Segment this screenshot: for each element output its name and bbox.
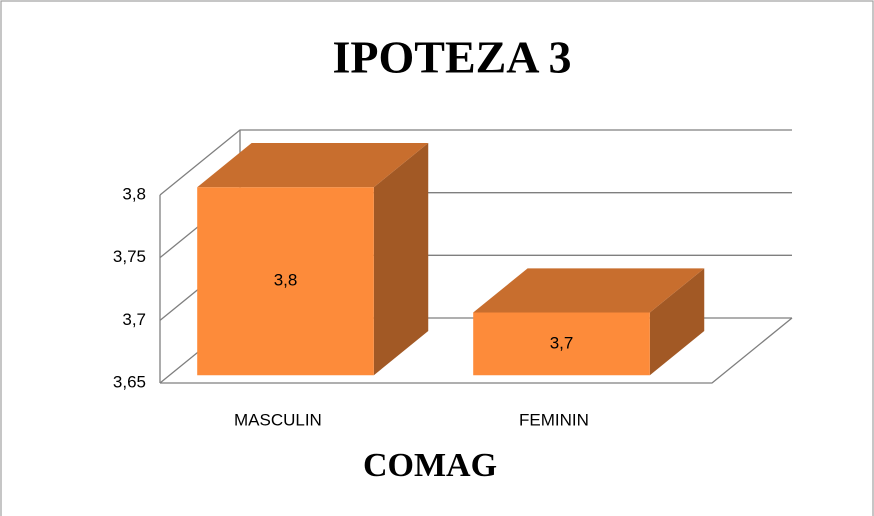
y-tick-label: 3,8 bbox=[122, 184, 146, 203]
y-tick-label: 3,65 bbox=[113, 372, 146, 391]
bar bbox=[197, 187, 374, 376]
floor bbox=[160, 317, 793, 384]
value-label: 3,8 bbox=[274, 271, 298, 290]
x-axis-title: COMAG bbox=[363, 447, 497, 484]
bar-top bbox=[473, 268, 705, 313]
y-tick-label: 3,75 bbox=[113, 247, 146, 266]
bar-top bbox=[197, 143, 429, 188]
bar-side bbox=[649, 268, 705, 376]
grid-line bbox=[159, 129, 792, 196]
bar bbox=[473, 312, 650, 376]
y-tick-label: 3,7 bbox=[122, 310, 146, 329]
x-tick-label: FEMININ bbox=[519, 410, 589, 429]
value-label: 3,7 bbox=[550, 333, 574, 352]
chart-title: IPOTEZA 3 bbox=[332, 32, 571, 83]
x-tick-label: MASCULIN bbox=[234, 410, 322, 429]
bar-side bbox=[373, 143, 429, 376]
